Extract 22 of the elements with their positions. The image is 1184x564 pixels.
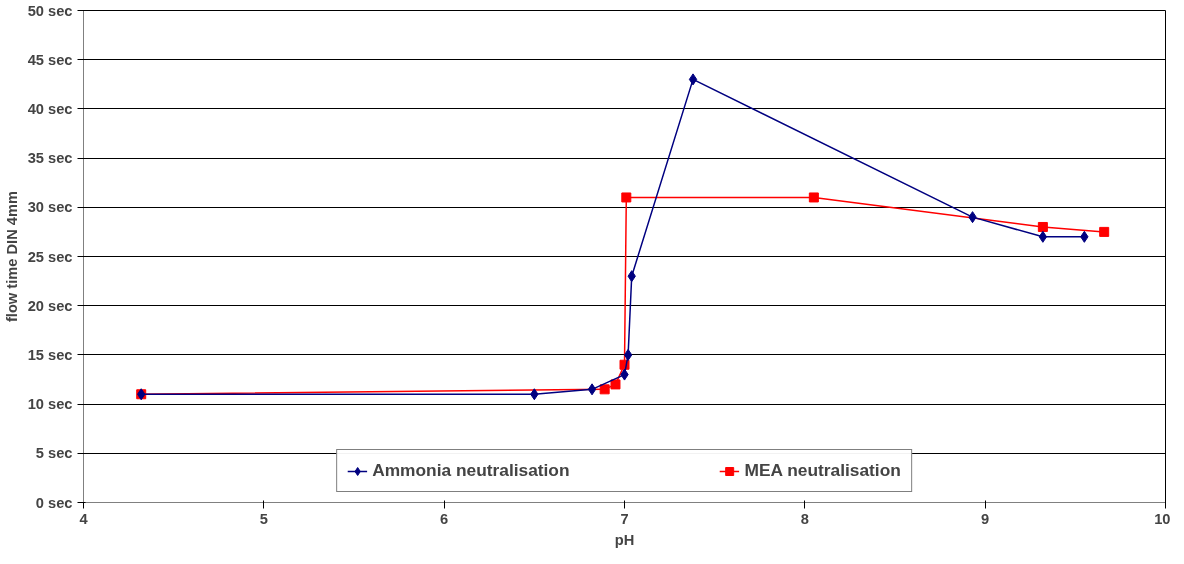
y-tick-label: 5 sec (35, 445, 73, 462)
legend-label: Ammonia neutralisation (372, 460, 570, 481)
x-axis-title: pH (614, 531, 635, 548)
x-tick-label: 8 (800, 510, 809, 527)
legend-label: MEA neutralisation (744, 460, 901, 481)
y-tick-label: 45 sec (27, 51, 73, 68)
y-tick-label: 50 sec (27, 2, 73, 19)
y-tick-label: 0 sec (35, 494, 73, 511)
y-tick-label: 40 sec (27, 100, 73, 117)
y-tick-label: 35 sec (27, 150, 73, 167)
x-tick-label: 6 (440, 510, 449, 527)
y-axis-title: flow time DIN 4mm (3, 190, 20, 323)
x-tick-label: 5 (259, 510, 268, 527)
x-tick-label: 7 (620, 510, 629, 527)
y-tick-label: 25 sec (27, 248, 73, 265)
y-tick-label: 15 sec (27, 346, 73, 363)
x-tick-label: 10 (1154, 510, 1171, 527)
y-tick-label: 20 sec (27, 297, 73, 314)
x-tick-label: 4 (79, 510, 89, 527)
x-tick-label: 9 (981, 510, 990, 527)
y-tick-label: 10 sec (27, 396, 73, 413)
y-tick-label: 30 sec (27, 199, 73, 216)
